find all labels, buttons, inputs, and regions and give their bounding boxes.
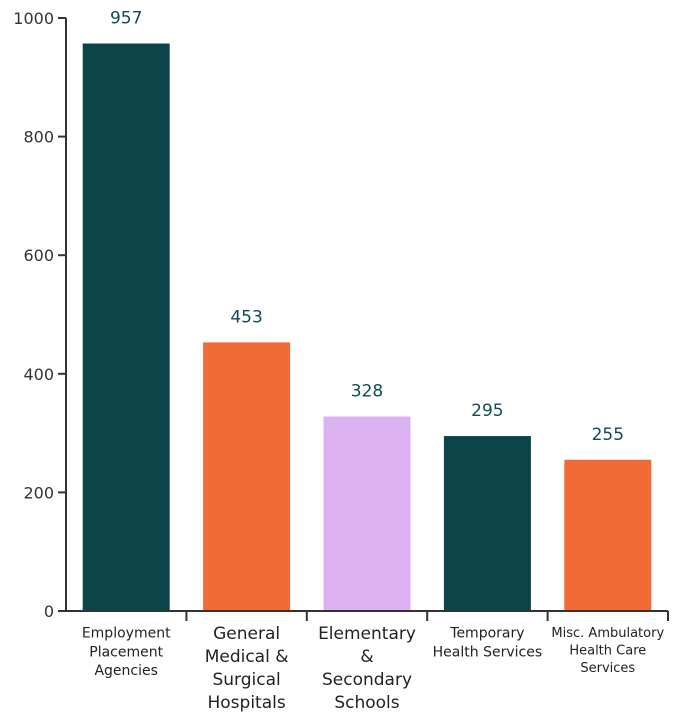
category-label: Secondary	[322, 670, 412, 690]
bar-value-label: 295	[471, 401, 503, 421]
category-label: Health Services	[433, 644, 542, 660]
y-tick-label: 200	[23, 483, 54, 502]
y-tick-label: 400	[23, 365, 54, 384]
value-labels: 957 453 328 295 255	[110, 8, 624, 444]
y-tick-label: 0	[44, 602, 54, 621]
category-label: Health Care	[569, 643, 646, 658]
y-tick-label: 800	[23, 128, 54, 147]
bar-value-label: 328	[351, 381, 383, 401]
bar-value-label: 453	[230, 307, 262, 327]
y-tick-label: 1000	[13, 9, 54, 28]
bar	[82, 43, 170, 611]
category-label: Employment	[82, 625, 171, 641]
category-label: Agencies	[94, 663, 157, 679]
y-tick-label: 600	[23, 246, 54, 265]
bar	[564, 459, 652, 611]
category-label: Schools	[334, 693, 399, 713]
bar	[443, 436, 531, 611]
y-axis-ticks: 0 200 400 600 800 1000	[13, 9, 66, 621]
bars	[82, 43, 652, 611]
category-label: &	[360, 647, 373, 667]
category-label: Surgical	[212, 670, 280, 690]
category-label: Hospitals	[207, 693, 285, 713]
category-label: Placement	[89, 644, 163, 660]
category-labels: Employment Placement Agencies General Medica…	[82, 624, 665, 713]
category-label: Elementary	[318, 624, 416, 644]
category-label: Misc. Ambulatory	[551, 626, 664, 641]
bar	[323, 416, 411, 611]
bar-value-label: 957	[110, 8, 142, 28]
bar-value-label: 255	[592, 425, 624, 445]
category-label: Medical &	[205, 647, 289, 667]
category-label: General	[213, 624, 280, 644]
category-label: Temporary	[449, 625, 524, 641]
category-label: Services	[580, 661, 635, 676]
x-axis-ticks	[185, 611, 669, 621]
bar	[203, 342, 291, 611]
